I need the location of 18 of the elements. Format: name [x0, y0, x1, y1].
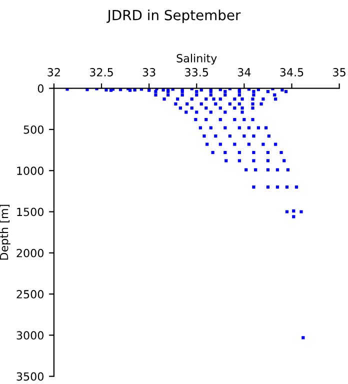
x-tick-label: 33	[142, 68, 156, 76]
x-tick-label: 32	[48, 68, 60, 76]
x-axis-title: Salinity	[176, 54, 217, 65]
x-tick-label: 33.5	[185, 68, 208, 76]
y-tick-label: 0	[38, 84, 44, 93]
y-tick-label: 1000	[17, 166, 44, 175]
y-tick-label: 2500	[16, 290, 44, 298]
x-tick-label: 34.5	[280, 68, 304, 76]
y-tick-label: 2000	[16, 248, 44, 258]
y-tick-label: 500	[24, 125, 44, 134]
y-tick-label: 3500	[16, 372, 44, 381]
x-tick-label: 35	[333, 68, 346, 76]
y-tick-label: 3000	[16, 331, 44, 340]
chart-title: JDRD in September	[106, 10, 241, 24]
x-tick-label: 32.5	[90, 68, 113, 76]
y-axis-title: Depth [m]	[0, 204, 10, 260]
x-tick-label: 34	[238, 68, 251, 76]
y-tick-label: 1500	[17, 208, 44, 216]
